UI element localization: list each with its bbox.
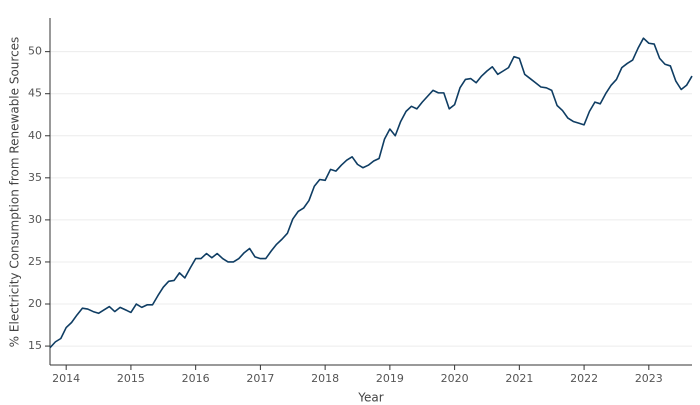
x-axis-title: Year	[357, 391, 383, 405]
x-tick-label: 2017	[246, 372, 274, 385]
x-tick-label: 2014	[52, 372, 80, 385]
y-tick-label: 25	[28, 255, 42, 268]
y-tick-label: 45	[28, 87, 42, 100]
x-tick-label: 2019	[376, 372, 404, 385]
x-tick-label: 2023	[635, 372, 663, 385]
x-tick-label: 2020	[441, 372, 469, 385]
y-tick-label: 40	[28, 129, 42, 142]
x-tick-label: 2016	[182, 372, 210, 385]
y-tick-label: 50	[28, 45, 42, 58]
line	[49, 37, 693, 349]
x-tick-label: 2018	[311, 372, 339, 385]
y-tick-label: 30	[28, 213, 42, 226]
y-tick-label: 15	[28, 339, 42, 352]
x-tick-label: 2021	[505, 372, 533, 385]
x-tick-label: 2015	[117, 372, 145, 385]
y-axis-title: % Electricity Consumption from Renewable…	[8, 37, 22, 348]
y-tick-label: 20	[28, 297, 42, 310]
x-tick-label: 2022	[570, 372, 598, 385]
y-tick-label: 35	[28, 171, 42, 184]
